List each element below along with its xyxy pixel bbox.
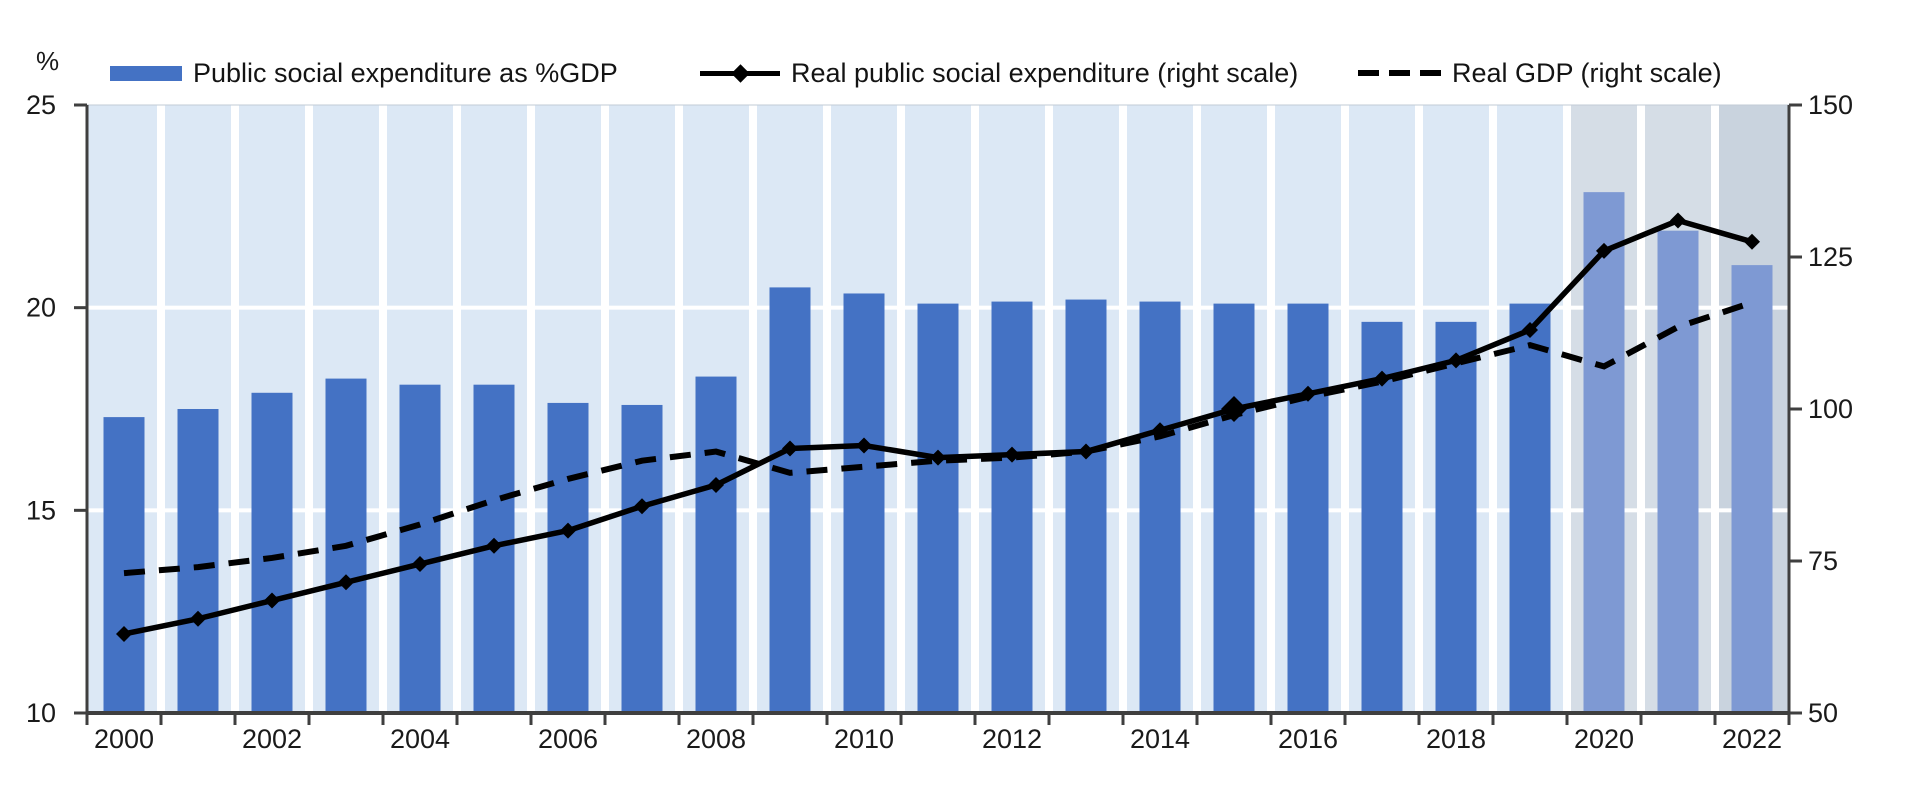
left-axis-label-15: 15 <box>26 495 56 525</box>
legend-item-bars: Public social expenditure as %GDP <box>110 57 618 89</box>
marker-2004 <box>412 556 428 573</box>
vertical-gridline <box>1045 105 1053 713</box>
legend-dashed-line-icon <box>1358 57 1441 89</box>
marker-2005 <box>486 537 502 554</box>
bar-2021 <box>1657 230 1699 714</box>
x-axis-label-2002: 2002 <box>242 724 302 754</box>
bar-2020 <box>1583 192 1625 713</box>
left-axis-unit-label: % <box>36 46 60 76</box>
x-axis-label-2000: 2000 <box>94 724 154 754</box>
bar-2008 <box>695 376 737 713</box>
marker-2010 <box>856 437 872 454</box>
bar-2012 <box>991 301 1033 713</box>
marker-2008 <box>708 477 724 493</box>
vertical-gridline <box>1193 105 1201 713</box>
vertical-gridline <box>971 105 979 713</box>
bar-2013 <box>1065 299 1107 713</box>
bar-2019 <box>1509 303 1551 713</box>
vertical-gridline <box>453 105 461 713</box>
marker-2019 <box>1522 321 1538 338</box>
marker-2013 <box>1078 443 1094 460</box>
legend-item-solid-line: Real public social expenditure (right sc… <box>700 57 1298 89</box>
bar-2016 <box>1287 303 1329 713</box>
marker-2001 <box>190 610 206 627</box>
x-axis-label-2016: 2016 <box>1278 724 1338 754</box>
left-axis-label-25: 25 <box>26 90 56 120</box>
vertical-gridline <box>379 105 387 713</box>
marker-2021 <box>1670 212 1686 229</box>
x-axis-label-2008: 2008 <box>686 724 746 754</box>
vertical-gridline <box>231 105 239 713</box>
legend-solid-line-icon <box>700 57 780 89</box>
marker-2002 <box>264 592 280 609</box>
marker-2018 <box>1448 352 1464 369</box>
right-axis-label-150: 150 <box>1808 90 1853 120</box>
vertical-gridline <box>675 105 683 713</box>
bar-2015 <box>1213 303 1255 713</box>
marker-2015 <box>1221 396 1247 422</box>
marker-2006 <box>560 522 576 539</box>
vertical-gridline <box>157 105 165 713</box>
right-axis-label-50: 50 <box>1808 698 1838 728</box>
legend-solid-line-label: Real public social expenditure (right sc… <box>791 57 1299 88</box>
x-axis-label-2020: 2020 <box>1574 724 1634 754</box>
x-axis-label-2004: 2004 <box>390 724 450 754</box>
marker-2020 <box>1596 242 1612 259</box>
legend-item-dashed-line: Real GDP (right scale) <box>1358 57 1722 89</box>
vertical-gridline <box>1119 105 1127 713</box>
marker-2017 <box>1374 370 1390 387</box>
x-axis-label-2006: 2006 <box>538 724 598 754</box>
bar-2018 <box>1435 321 1477 713</box>
left-axis-label-10: 10 <box>26 698 56 728</box>
vertical-gridline <box>1489 105 1497 713</box>
marker-2000 <box>116 625 132 642</box>
vertical-gridline <box>527 105 535 713</box>
vertical-gridline <box>1637 105 1645 713</box>
x-axis-label-2014: 2014 <box>1130 724 1190 754</box>
vertical-gridline <box>897 105 905 713</box>
bar-2000 <box>103 417 145 713</box>
left-axis-label-20: 20 <box>26 293 56 323</box>
right-axis-label-75: 75 <box>1808 546 1838 576</box>
vertical-gridline <box>601 105 609 713</box>
vertical-gridline <box>749 105 757 713</box>
bar-2014 <box>1139 301 1181 713</box>
vertical-gridline <box>1563 105 1571 713</box>
bar-2002 <box>251 392 293 713</box>
bar-2001 <box>177 409 219 713</box>
vertical-gridline <box>1415 105 1423 713</box>
marker-2014 <box>1152 422 1168 439</box>
vertical-gridline <box>305 105 313 713</box>
vertical-gridline <box>823 105 831 713</box>
x-axis-label-2012: 2012 <box>982 724 1042 754</box>
marker-2011 <box>930 449 946 466</box>
x-axis-label-2010: 2010 <box>834 724 894 754</box>
bar-2011 <box>917 303 959 713</box>
legend-bar-swatch-icon <box>110 65 182 81</box>
bar-2022 <box>1731 265 1773 713</box>
marker-2007 <box>634 498 650 515</box>
vertical-gridline <box>1341 105 1349 713</box>
marker-2016 <box>1300 385 1316 402</box>
marker-2003 <box>338 574 354 591</box>
right-axis-label-100: 100 <box>1808 394 1853 424</box>
bar-2004 <box>399 384 441 713</box>
legend-bars-label: Public social expenditure as %GDP <box>193 57 618 88</box>
marker-2022 <box>1744 233 1760 250</box>
bar-2007 <box>621 404 663 713</box>
x-axis-label-2018: 2018 <box>1426 724 1486 754</box>
x-axis-label-2022: 2022 <box>1722 724 1782 754</box>
right-axis-label-125: 125 <box>1808 242 1853 272</box>
bar-2010 <box>843 293 885 713</box>
bar-2009 <box>769 287 811 713</box>
marker-2009 <box>782 440 798 457</box>
bar-2006 <box>547 402 589 713</box>
legend-dashed-line-label: Real GDP (right scale) <box>1452 57 1722 88</box>
marker-2012 <box>1004 446 1020 463</box>
vertical-gridline <box>1711 105 1719 713</box>
